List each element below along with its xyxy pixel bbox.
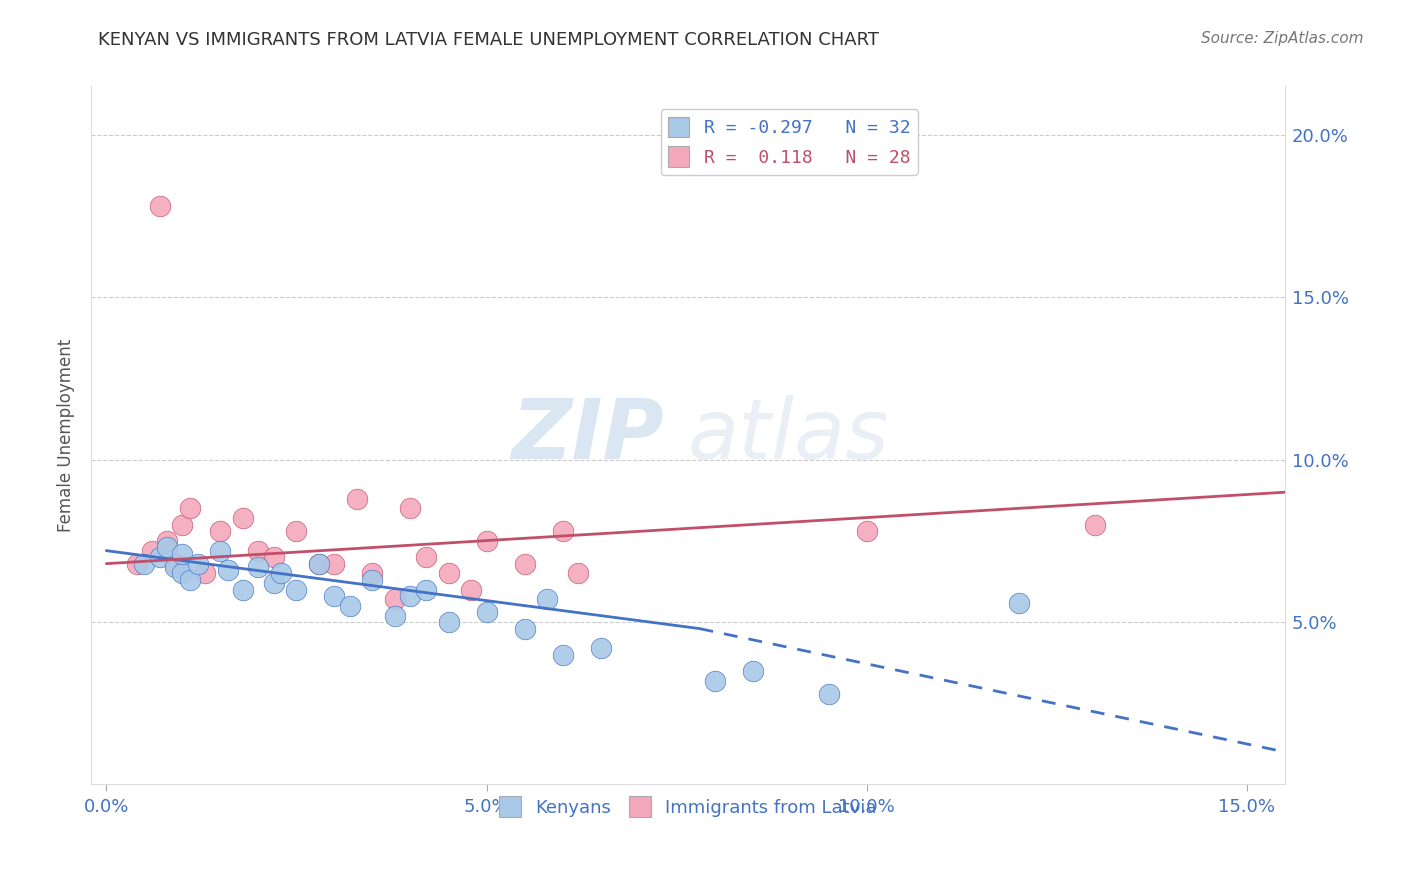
Point xyxy=(263,550,285,565)
Point xyxy=(263,576,285,591)
Point xyxy=(247,560,270,574)
Point xyxy=(399,589,422,603)
Point xyxy=(156,541,179,555)
Point xyxy=(475,605,498,619)
Point xyxy=(536,592,558,607)
Point xyxy=(589,641,612,656)
Point xyxy=(285,524,308,538)
Point xyxy=(270,566,292,581)
Point xyxy=(308,557,330,571)
Point xyxy=(125,557,148,571)
Point xyxy=(209,543,232,558)
Point xyxy=(149,199,172,213)
Point xyxy=(323,557,346,571)
Point xyxy=(415,582,437,597)
Point xyxy=(285,582,308,597)
Point xyxy=(361,573,384,587)
Point xyxy=(323,589,346,603)
Point xyxy=(384,608,406,623)
Text: atlas: atlas xyxy=(688,395,890,476)
Point xyxy=(513,557,536,571)
Point xyxy=(172,566,194,581)
Text: KENYAN VS IMMIGRANTS FROM LATVIA FEMALE UNEMPLOYMENT CORRELATION CHART: KENYAN VS IMMIGRANTS FROM LATVIA FEMALE … xyxy=(98,31,879,49)
Point xyxy=(232,582,254,597)
Point xyxy=(149,550,172,565)
Point xyxy=(1008,596,1031,610)
Point xyxy=(187,557,209,571)
Point xyxy=(339,599,361,613)
Legend: Kenyans, Immigrants from Latvia: Kenyans, Immigrants from Latvia xyxy=(492,789,884,824)
Point xyxy=(399,501,422,516)
Point xyxy=(194,566,217,581)
Point xyxy=(855,524,877,538)
Point xyxy=(346,491,368,506)
Point xyxy=(247,543,270,558)
Point xyxy=(567,566,589,581)
Point xyxy=(475,533,498,548)
Point xyxy=(163,560,186,574)
Point xyxy=(232,511,254,525)
Point xyxy=(415,550,437,565)
Point xyxy=(156,533,179,548)
Point xyxy=(209,524,232,538)
Point xyxy=(817,686,839,700)
Text: ZIP: ZIP xyxy=(512,395,664,476)
Point xyxy=(460,582,482,597)
Point xyxy=(179,573,201,587)
Point xyxy=(741,664,763,678)
Point xyxy=(437,615,460,629)
Point xyxy=(703,673,725,688)
Point xyxy=(361,566,384,581)
Point xyxy=(551,648,574,662)
Point xyxy=(217,563,239,577)
Point xyxy=(1084,517,1107,532)
Point xyxy=(172,547,194,561)
Point xyxy=(134,557,156,571)
Y-axis label: Female Unemployment: Female Unemployment xyxy=(58,339,75,532)
Point xyxy=(308,557,330,571)
Point xyxy=(384,592,406,607)
Point xyxy=(513,622,536,636)
Point xyxy=(141,543,163,558)
Text: Source: ZipAtlas.com: Source: ZipAtlas.com xyxy=(1201,31,1364,46)
Point xyxy=(179,501,201,516)
Point xyxy=(163,557,186,571)
Point xyxy=(172,517,194,532)
Point xyxy=(437,566,460,581)
Point xyxy=(551,524,574,538)
